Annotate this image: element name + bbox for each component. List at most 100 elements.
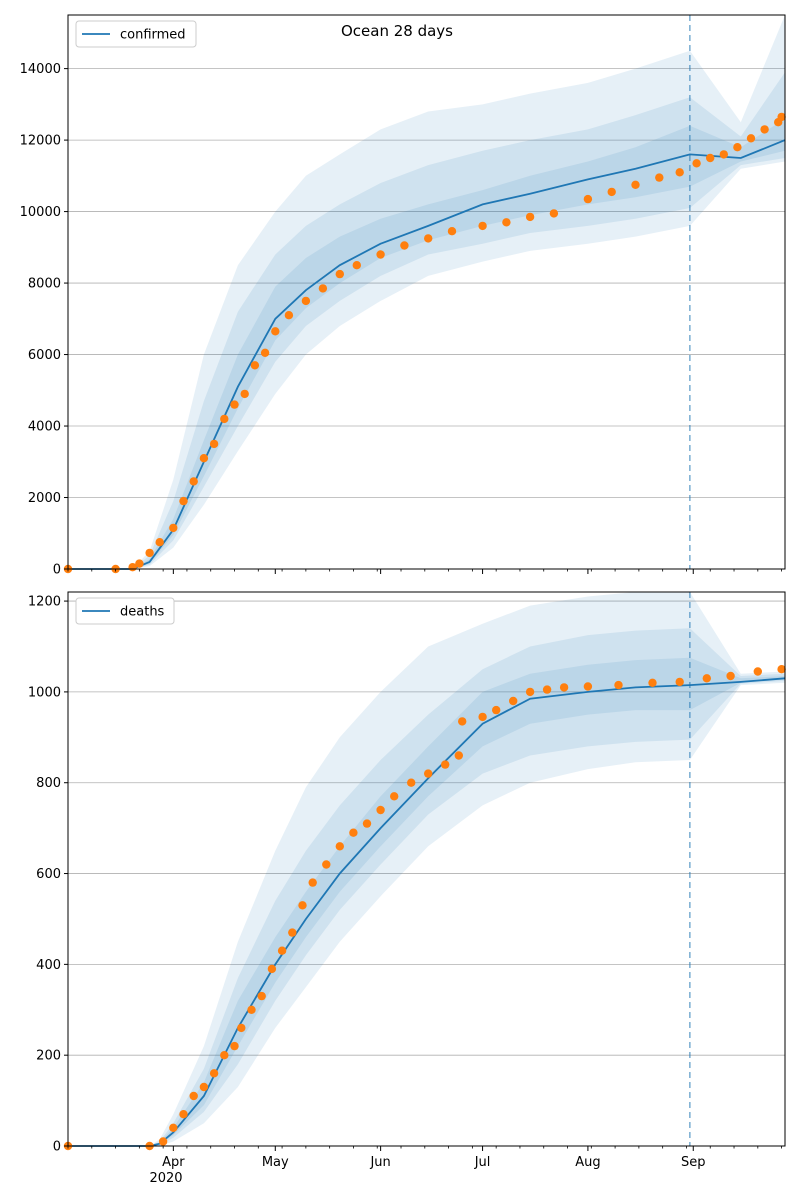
deaths-ytick-label: 600	[36, 867, 61, 882]
deaths-observed-point	[702, 674, 711, 683]
chart-title: Ocean 28 days	[341, 22, 453, 40]
deaths-observed-point	[277, 946, 287, 955]
x-axis-year-label: 2020	[149, 1171, 182, 1186]
confirmed-ytick-label: 14000	[20, 62, 61, 77]
confirmed-observed-point	[549, 209, 559, 218]
deaths-x-axis: Apr May Jun Jul Aug Sep	[67, 1146, 783, 1170]
confirmed-observed-point	[240, 389, 249, 399]
deaths-observed-point	[376, 805, 385, 815]
deaths-observed-point	[209, 1069, 219, 1078]
confirmed-panel: 0 2000 4000 6000 8000 10000 12000 14000 Ocean 2…	[20, 14, 786, 578]
confirmed-ytick-label: 10000	[20, 205, 61, 220]
confirmed-observed-point	[376, 250, 385, 259]
confirmed-observed-point	[179, 496, 188, 506]
confirmed-observed-point	[318, 284, 328, 293]
confirmed-observed-point	[199, 454, 209, 463]
deaths-observed-point	[559, 683, 569, 692]
x-axis-month-label: Sep	[681, 1155, 706, 1170]
confirmed-observed-point	[209, 439, 219, 449]
confirmed-observed-point	[607, 187, 616, 197]
confirmed-observed-point	[284, 311, 294, 320]
confirmed-model-line	[68, 139, 786, 570]
deaths-observed-point	[583, 682, 593, 691]
deaths-observed-point	[199, 1082, 209, 1092]
confirmed-observed-point	[400, 241, 409, 250]
confirmed-observed-point	[502, 218, 511, 227]
x-axis-month-label: Jun	[369, 1155, 390, 1170]
confirmed-ytick-label: 0	[53, 563, 61, 578]
deaths-observed-point	[726, 671, 735, 681]
confirmed-ytick-label: 4000	[28, 420, 61, 435]
deaths-observed-point	[648, 678, 657, 687]
deaths-observed-point	[441, 760, 450, 769]
deaths-observed-point	[424, 769, 433, 778]
deaths-bands	[68, 592, 785, 1146]
deaths-ytick-label: 1200	[28, 595, 61, 610]
deaths-ytick-label: 200	[36, 1049, 61, 1064]
confirmed-observed-point	[777, 112, 786, 122]
confirmed-observed-point	[260, 348, 270, 357]
confirmed-y-axis: 0 2000 4000 6000 8000 10000 12000 14000	[20, 62, 68, 578]
confirmed-band-0	[68, 15, 785, 569]
deaths-observed-point	[614, 680, 623, 690]
deaths-observed-point	[362, 819, 372, 828]
confirmed-observed-point	[706, 153, 715, 163]
confirmed-observed-point	[250, 361, 260, 370]
confirmed-observed-point	[760, 125, 769, 134]
confirmed-observed-point	[719, 150, 728, 159]
confirmed-legend-box	[75, 20, 197, 48]
deaths-panel: 0 200 400 600 800 1000 1200 Apr May Jun Jul Aug Sep…	[28, 591, 786, 1186]
deaths-observed-point	[230, 1041, 239, 1051]
deaths-y-axis: 0 200 400 600 800 1000 1200	[28, 595, 68, 1155]
deaths-observed-point	[257, 991, 266, 1001]
deaths-observed-point	[298, 901, 307, 910]
deaths-observed-point	[308, 878, 317, 887]
deaths-legend-label: deaths	[120, 605, 165, 620]
deaths-observed-point	[777, 665, 786, 674]
confirmed-observed-points	[63, 112, 786, 574]
deaths-observed-point	[407, 778, 416, 787]
deaths-observed-point	[454, 751, 463, 760]
confirmed-observed-point	[424, 234, 433, 243]
deaths-observed-point	[267, 964, 277, 974]
deaths-observed-point	[189, 1091, 198, 1101]
confirmed-plot-frame	[67, 14, 786, 570]
confirmed-observed-point	[271, 327, 280, 336]
confirmed-observed-point	[301, 296, 311, 306]
deaths-observed-point	[158, 1137, 168, 1146]
deaths-legend: deaths	[75, 597, 175, 625]
deaths-ytick-label: 400	[36, 958, 61, 973]
confirmed-observed-point	[478, 221, 487, 231]
deaths-ytick-label: 0	[53, 1140, 61, 1155]
confirmed-observed-point	[135, 559, 144, 568]
confirmed-observed-point	[447, 227, 457, 236]
confirmed-legend: confirmed	[75, 20, 197, 48]
confirmed-observed-point	[733, 143, 742, 152]
confirmed-ytick-label: 2000	[28, 491, 61, 506]
confirmed-x-axis	[67, 569, 783, 574]
x-axis-month-label: Jul	[474, 1155, 491, 1170]
deaths-ytick-label: 800	[36, 776, 61, 791]
confirmed-ytick-label: 8000	[28, 277, 61, 292]
deaths-observed-point	[542, 685, 552, 694]
deaths-observed-point	[478, 712, 487, 722]
confirmed-observed-point	[525, 212, 535, 222]
confirmed-ytick-label: 12000	[20, 134, 61, 149]
confirmed-legend-label: confirmed	[120, 28, 186, 43]
deaths-plot-frame	[67, 591, 786, 1147]
x-axis-month-label: Apr	[162, 1155, 185, 1170]
confirmed-observed-point	[230, 400, 239, 409]
deaths-observed-point	[179, 1110, 188, 1119]
confirmed-observed-point	[352, 261, 361, 270]
deaths-observed-point	[753, 667, 762, 676]
deaths-observed-point	[288, 928, 297, 937]
deaths-band-0	[68, 592, 785, 1146]
deaths-observed-point	[322, 860, 331, 869]
confirmed-observed-point	[189, 477, 198, 486]
confirmed-ytick-label: 6000	[28, 348, 61, 363]
confirmed-observed-point	[675, 168, 684, 177]
confirmed-observed-point	[145, 548, 154, 558]
deaths-observed-point	[390, 792, 399, 801]
deaths-observed-point	[349, 828, 358, 837]
